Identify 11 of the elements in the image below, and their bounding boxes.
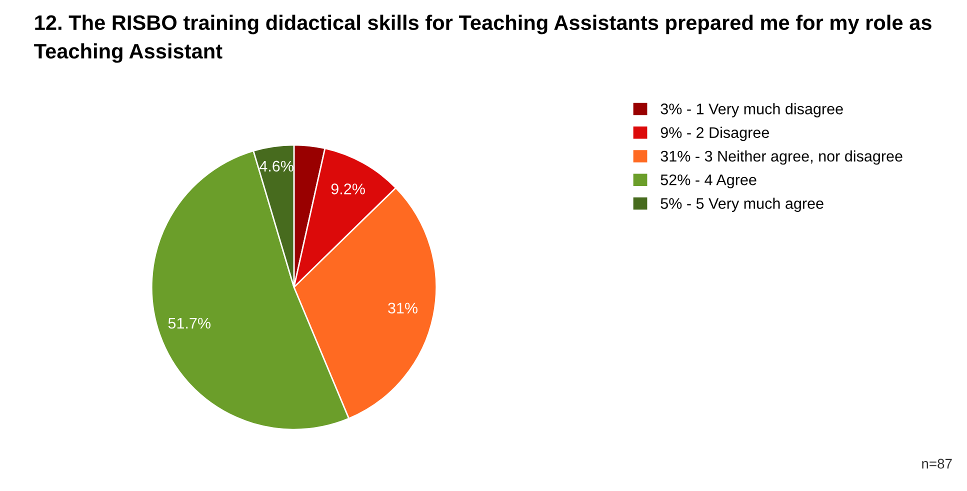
text: n=87 — [922, 458, 952, 469]
legend-label: 52% - 4 Agree — [660, 174, 756, 188]
data-label: 31% — [388, 302, 418, 314]
legend-label: 9% - 2 Disagree — [660, 126, 769, 142]
chart-title: 12. The RISBO training didactical skills for Teaching Assistants prepared me for my role as Teaching Assistant — [34, 14, 932, 63]
data-label: 9.2% — [331, 184, 365, 194]
data-label: 51.7% — [168, 318, 211, 329]
data-label: 4.6% — [259, 160, 294, 172]
legend-label: 5% - 5 Very much agree — [660, 198, 824, 212]
legend-label: 3% - 1 Very much disagree — [660, 103, 843, 118]
legend-label: 31% - 3 Neither agree, nor disagree — [660, 150, 902, 165]
